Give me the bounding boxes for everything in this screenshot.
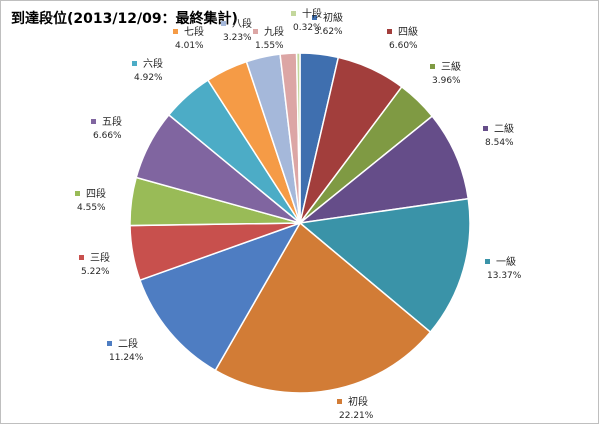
slice-category-label: 初段 (348, 395, 368, 408)
slice-value-label: 4.92% (134, 73, 163, 83)
slice-label: 四段 4.55% (75, 187, 106, 213)
legend-marker (485, 259, 490, 264)
slice-label: 十段 0.32% (291, 7, 322, 33)
legend-marker (253, 29, 258, 34)
slice-category-label: 七段 (184, 25, 204, 38)
slice-label: 六段 4.92% (132, 57, 163, 83)
slice-label: 五段 6.66% (91, 115, 122, 141)
legend-marker (312, 15, 317, 20)
slice-label: 八段 3.23% (221, 17, 252, 43)
slice-category-label: 四段 (86, 187, 106, 200)
pie-slice (138, 221, 302, 372)
slice-category-label: 八段 (232, 17, 252, 30)
slice-label: 九段 1.55% (253, 25, 284, 51)
slice-value-label: 3.23% (223, 33, 252, 43)
slice-label: 七段 4.01% (173, 25, 204, 51)
slice-label: 二級 8.54% (483, 122, 514, 148)
legend-marker (221, 21, 226, 26)
slice-value-label: 22.21% (339, 411, 374, 421)
slice-value-label: 0.32% (293, 23, 322, 33)
legend-marker (79, 255, 84, 260)
slice-label: 初段 22.21% (337, 395, 374, 421)
slice-value-label: 4.01% (175, 41, 204, 51)
slice-category-label: 三段 (90, 251, 110, 264)
slice-labels: 初級 3.62% 四級 6.60% 三級 3.96% 二級 8.54% 一級 13.37% 初段 22… (75, 7, 522, 421)
slice-value-label: 8.54% (485, 138, 514, 148)
pie-slice (214, 221, 432, 394)
legend-marker (483, 126, 488, 131)
slice-value-label: 4.55% (77, 203, 106, 213)
pie-slice (295, 52, 301, 224)
slice-value-label: 3.96% (432, 76, 461, 86)
legend-marker (107, 341, 112, 346)
slice-value-label: 13.37% (487, 271, 522, 281)
slice-category-label: 五段 (102, 115, 122, 128)
slice-label: 二段 11.24% (107, 337, 144, 363)
slice-category-label: 六段 (143, 57, 163, 70)
legend-marker (75, 191, 80, 196)
slice-label: 初級 3.62% (312, 11, 343, 37)
legend-marker (291, 11, 296, 16)
slice-category-label: 一級 (496, 255, 516, 268)
legend-marker (173, 29, 178, 34)
slice-label: 一級 13.37% (485, 255, 522, 281)
slice-value-label: 3.62% (314, 27, 343, 37)
slice-value-label: 6.60% (389, 41, 418, 51)
legend-marker (91, 119, 96, 124)
legend-marker (337, 399, 342, 404)
pie-slices (129, 52, 471, 394)
legend-marker (387, 29, 392, 34)
slice-category-label: 初級 (323, 11, 343, 24)
slice-category-label: 四級 (398, 25, 418, 38)
pie-slice (298, 197, 471, 334)
slice-value-label: 11.24% (109, 353, 144, 363)
legend-marker (430, 64, 435, 69)
slice-category-label: 十段 (302, 7, 322, 20)
slice-value-label: 5.22% (81, 267, 110, 277)
slice-category-label: 二段 (118, 337, 138, 350)
slice-value-label: 6.66% (93, 131, 122, 141)
slice-label: 四級 6.60% (387, 25, 418, 51)
slice-value-label: 1.55% (255, 41, 284, 51)
slice-label: 三段 5.22% (79, 251, 110, 277)
legend-marker (132, 61, 137, 66)
chart-title: 到達段位(2013/12/09：最終集計) (11, 11, 238, 27)
slice-category-label: 二級 (494, 122, 514, 135)
pie-slice (297, 115, 470, 225)
slice-category-label: 三級 (441, 60, 461, 73)
slice-category-label: 九段 (264, 25, 284, 38)
slice-label: 三級 3.96% (430, 60, 461, 86)
